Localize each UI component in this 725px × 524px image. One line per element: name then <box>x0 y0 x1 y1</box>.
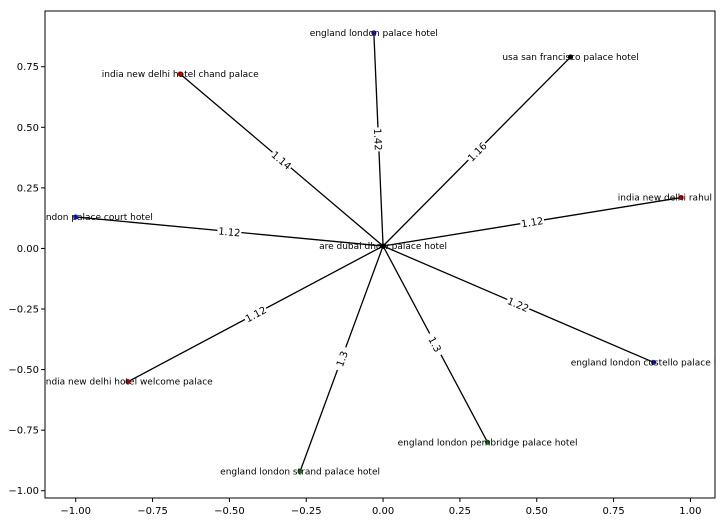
edge-weight-background <box>504 292 533 316</box>
edge-weight-background <box>241 302 270 326</box>
node-england-london-costello-palace-hotel <box>650 359 657 365</box>
edge-weight-background <box>463 138 491 165</box>
node-label: england london costello palace hotel <box>571 358 725 368</box>
node-england-london-palace-court-hotel <box>73 214 79 220</box>
node-label: usa san francisco palace hotel <box>502 53 638 63</box>
y-tick-label: 0.50 <box>17 123 39 134</box>
node-usa-san-francisco-palace-hotel <box>567 54 574 60</box>
edge-weight-group: 1.12 <box>241 302 270 326</box>
x-tick-label: −0.50 <box>214 506 245 517</box>
edge-weight-group: 1.3 <box>330 345 353 373</box>
node-england-london-pembridge-palace-hotel <box>484 439 491 445</box>
node-label: england london palace hotel <box>310 29 438 39</box>
y-tick-label: −0.50 <box>8 365 39 376</box>
node-india-new-delhi-rahul-palace <box>678 194 684 201</box>
edge-weight-background <box>519 212 546 231</box>
edge-weight-group: 1.3 <box>423 330 448 359</box>
edge-weight-background <box>330 345 353 373</box>
edge-weight-label: 1.12 <box>521 216 545 230</box>
node-label: india new delhi hotel welcome palace <box>43 378 213 388</box>
edge-weight-background <box>216 223 243 240</box>
node-labels-layer: are dubai dhow palace hotel england londo… <box>0 29 725 478</box>
y-tick-label: 0.75 <box>17 62 39 73</box>
x-tick-label: 0.50 <box>526 506 548 517</box>
edge-weight-label: 1.22 <box>505 296 530 315</box>
node-england-london-strand-palace-hotel <box>297 468 303 474</box>
nodes-layer <box>73 30 684 474</box>
y-axis: −1.00 −0.75 −0.50 −0.25 0.00 0.25 0.50 0.75 <box>8 62 45 497</box>
edge-weight-background <box>370 127 386 152</box>
edge-weight-group: 1.12 <box>216 223 243 240</box>
x-tick-label: −0.75 <box>137 506 168 517</box>
x-tick-label: 0.00 <box>372 506 394 517</box>
y-tick-label: 0.00 <box>17 244 39 255</box>
y-tick-label: −1.00 <box>8 486 39 497</box>
node-india-new-delhi-hotel-chand-palace <box>177 71 183 77</box>
node-label: england london strand palace hotel <box>220 467 380 477</box>
node-label: india new delhi hotel chand palace <box>102 70 259 80</box>
x-tick-label: −0.25 <box>291 506 322 517</box>
plot-frame <box>44 10 716 499</box>
node-are-dubai-dhow-palace-hotel <box>380 243 386 249</box>
edge-weight-label: 1.3 <box>335 350 351 369</box>
edge-weight-group: 1.42 <box>370 127 386 152</box>
edges-layer <box>75 32 682 472</box>
node-india-new-delhi-hotel-welcome-palace <box>125 379 131 385</box>
y-tick-label: −0.25 <box>8 305 39 316</box>
edge-weight-group: 1.12 <box>519 212 546 231</box>
x-tick-label: 1.00 <box>679 506 701 517</box>
edge-weight-background <box>267 146 296 174</box>
node-label: are dubai dhow palace hotel <box>319 242 447 252</box>
edge-weight-group: 1.14 <box>267 146 296 174</box>
edge-weight-group: 1.22 <box>504 292 533 316</box>
x-tick-label: −1.00 <box>60 506 91 517</box>
node-label: india new delhi rahul palace <box>618 194 725 204</box>
x-tick-label: 0.75 <box>602 506 624 517</box>
edge-weight-background <box>423 330 448 359</box>
y-tick-label: 0.25 <box>17 183 39 194</box>
y-tick-label: −0.75 <box>8 426 39 437</box>
node-england-london-palace-hotel <box>371 30 377 36</box>
x-tick-label: 0.25 <box>449 506 471 517</box>
node-label: england london pembridge palace hotel <box>398 438 578 448</box>
node-label: england london palace court hotel <box>0 213 153 223</box>
edge-weight-label: 1.42 <box>371 128 383 151</box>
edge-weight-label: 1.12 <box>218 226 241 239</box>
edge-weight-label: 1.12 <box>244 305 269 325</box>
x-axis: −1.00 −0.75 −0.50 −0.25 0.00 0.25 0.50 0.75 1.00 <box>60 498 702 517</box>
